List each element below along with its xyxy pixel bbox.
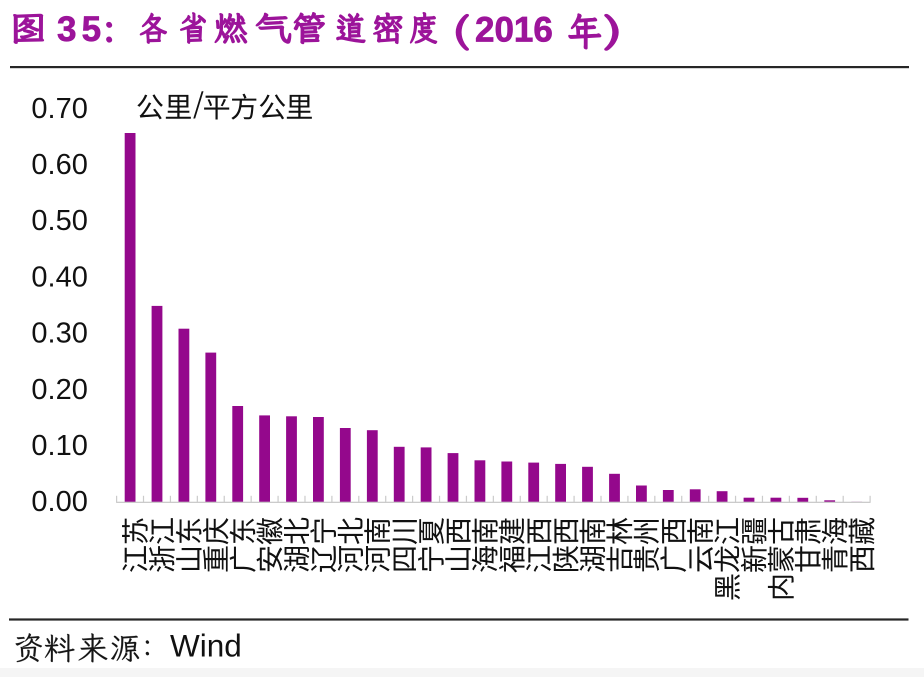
svg-text:0.30: 0.30 [31, 318, 87, 350]
svg-text:0.20: 0.20 [31, 374, 87, 406]
svg-text:0.60: 0.60 [31, 149, 87, 181]
svg-text:Wind: Wind [170, 627, 242, 663]
svg-text:0.40: 0.40 [31, 261, 87, 293]
svg-text:0.50: 0.50 [31, 205, 87, 237]
svg-text:2016: 2016 [475, 10, 553, 49]
svg-text:3: 3 [57, 10, 76, 49]
svg-text:0.00: 0.00 [31, 486, 87, 518]
svg-text:0.10: 0.10 [31, 430, 87, 462]
svg-text:0.70: 0.70 [31, 93, 87, 125]
svg-text:5: 5 [82, 10, 101, 49]
